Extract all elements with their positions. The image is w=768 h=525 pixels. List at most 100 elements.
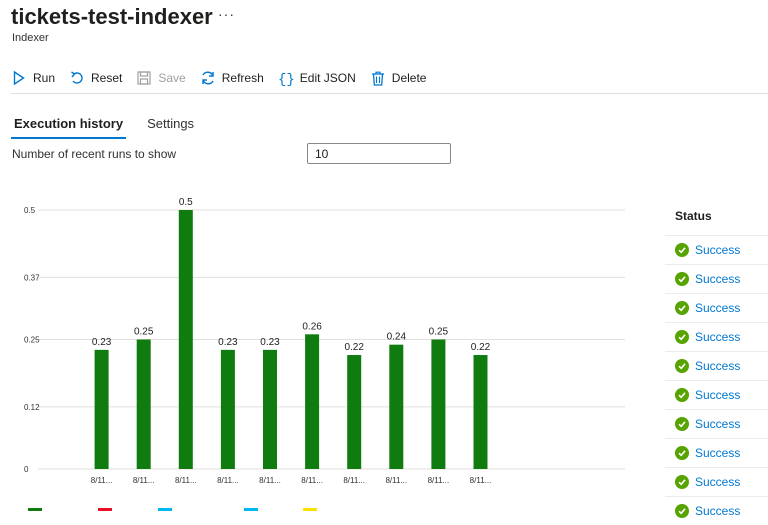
bar [305,334,320,469]
bar [347,355,362,469]
x-tick-label: 8/11... [217,476,239,485]
bar-value-label: 0.25 [429,327,449,338]
run-label: Run [33,71,56,85]
x-tick-label: 8/11... [428,476,450,485]
x-tick-label: 8/11... [259,476,281,485]
run-button[interactable]: Run [11,64,55,92]
check-circle-icon [675,475,689,489]
status-row: Success [665,322,768,351]
page-title: tickets-test-indexer [11,4,213,29]
tab-execution-history[interactable]: Execution history [11,114,127,139]
bar-value-label: 0.23 [92,337,112,348]
x-tick-label: 8/11... [133,476,155,485]
delete-button[interactable]: Delete [370,64,427,92]
delete-label: Delete [391,71,427,85]
bar [178,210,193,469]
x-tick-label: 8/11... [385,476,407,485]
recent-runs-input[interactable] [307,143,451,164]
check-circle-icon [675,504,689,518]
bar-value-label: 0.23 [218,337,238,348]
status-link[interactable]: Success [695,330,741,344]
y-tick-label: 0 [24,465,29,474]
status-link[interactable]: Success [695,301,741,315]
legend-swatch [244,508,258,511]
status-link[interactable]: Success [695,475,741,489]
status-link[interactable]: Success [695,417,741,431]
legend-swatch [28,508,42,511]
bar [389,344,404,469]
check-circle-icon [675,243,689,257]
check-circle-icon [675,388,689,402]
check-circle-icon [675,446,689,460]
status-link[interactable]: Success [695,446,741,460]
x-tick-label: 8/11... [470,476,492,485]
x-tick-label: 8/11... [343,476,365,485]
bar-value-label: 0.25 [134,327,154,338]
bar [220,349,235,469]
check-circle-icon [675,330,689,344]
status-header: Status [675,209,712,223]
status-link[interactable]: Success [695,272,741,286]
tab-bar: Execution history Settings [11,114,215,139]
bar-value-label: 0.26 [302,321,322,332]
bar [263,349,277,469]
reset-button[interactable]: Reset [69,64,122,92]
tab-settings[interactable]: Settings [147,116,195,131]
command-toolbar: Run Reset Save Refresh {} Edit JSON Dele… [11,64,440,92]
status-row: Success [665,438,768,467]
legend-swatch [158,508,172,511]
check-circle-icon [675,417,689,431]
legend-swatch [303,508,317,511]
refresh-button[interactable]: Refresh [200,64,264,92]
legend-swatch [98,508,112,511]
x-tick-label: 8/11... [301,476,323,485]
save-icon [136,70,152,86]
bar-value-label: 0.22 [471,342,491,353]
status-row: Success [665,293,768,322]
reset-label: Reset [91,71,123,85]
y-tick-label: 0.37 [24,273,40,282]
braces-icon: {} [278,70,294,86]
status-row: Success [665,496,768,525]
check-circle-icon [675,359,689,373]
bar [94,349,109,469]
save-label: Save [158,71,186,85]
status-link[interactable]: Success [695,504,741,518]
check-circle-icon [675,272,689,286]
edit-json-label: Edit JSON [299,71,356,85]
page-subtitle: Indexer [12,32,49,44]
play-icon [11,70,27,86]
save-button[interactable]: Save [136,64,186,92]
bar-value-label: 0.24 [387,332,407,343]
bar-value-label: 0.22 [344,342,364,353]
y-tick-label: 0.5 [24,206,36,215]
execution-duration-chart: 0 0.12 0.25 0.37 0.5 0.23 8/11... 0.25 8/11... 0.… [24,197,625,485]
status-link[interactable]: Success [695,243,741,257]
status-row: Success [665,380,768,409]
y-tick-label: 0.25 [24,336,40,345]
more-options-button[interactable]: ··· [218,6,235,22]
bar [473,355,488,469]
bar-value-label: 0.5 [179,197,193,208]
status-row: Success [665,235,768,264]
status-row: Success [665,467,768,496]
status-link[interactable]: Success [695,359,741,373]
check-circle-icon [675,301,689,315]
status-row: Success [665,351,768,380]
svg-text:{}: {} [278,72,294,86]
status-row: Success [665,264,768,293]
bar [136,339,151,469]
x-tick-label: 8/11... [175,476,197,485]
x-tick-label: 8/11... [91,476,113,485]
trash-icon [370,70,386,86]
bar [431,339,446,469]
recent-runs-label: Number of recent runs to show [12,147,177,161]
edit-json-button[interactable]: {} Edit JSON [278,64,356,92]
y-tick-label: 0.12 [24,403,40,412]
bar-value-label: 0.23 [260,337,280,348]
refresh-icon [200,70,216,86]
undo-icon [69,70,85,86]
refresh-label: Refresh [221,71,264,85]
status-link[interactable]: Success [695,388,741,402]
toolbar-divider [11,93,768,94]
